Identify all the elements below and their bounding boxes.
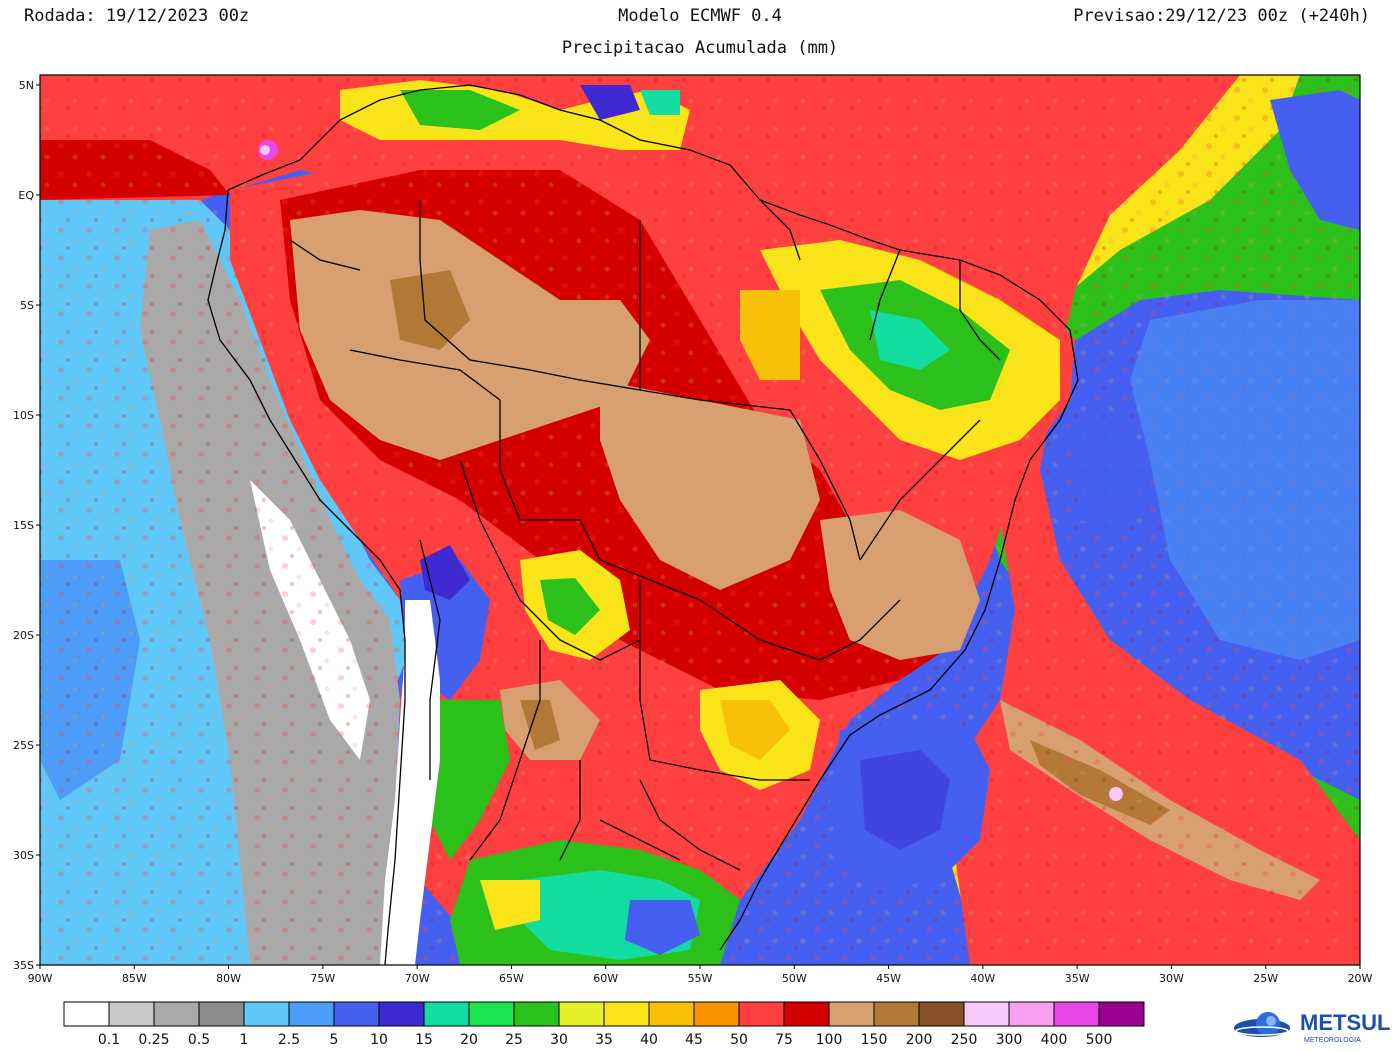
- lon-tick-label: 65W: [499, 972, 524, 985]
- lon-tick-label: 20W: [1348, 972, 1373, 985]
- lat-tick-label: 5S: [20, 299, 34, 312]
- lon-tick-label: 75W: [310, 972, 335, 985]
- legend-label: 200: [906, 1032, 933, 1048]
- legend-color-swatch: [63, 1001, 110, 1027]
- lat-tick-label: 15S: [13, 519, 34, 532]
- legend-color-swatch: [108, 1001, 155, 1027]
- legend-label: 500: [1086, 1032, 1113, 1048]
- forecast-label: Previsao:29/12/23 00z (+240h): [1073, 6, 1370, 26]
- lat-tick-label: 20S: [13, 629, 34, 642]
- longitude-axis: 90W 85W 80W 75W 70W 65W 60W 55W 50W 45W 40W 35W 30W 2…: [28, 965, 1373, 985]
- legend-label: 2.5: [278, 1032, 300, 1048]
- latitude-axis: 5N EQ 5S 10S 15S 20S 25S 30S 35S: [13, 79, 40, 972]
- legend-label: 25: [505, 1032, 523, 1048]
- lon-tick-label: 85W: [122, 972, 147, 985]
- legend-color-swatch: [333, 1001, 380, 1027]
- legend-label: 400: [1041, 1032, 1068, 1048]
- lon-tick-label: 60W: [593, 972, 618, 985]
- legend-label: 50: [730, 1032, 748, 1048]
- precip-legend: 0.1 0.25 0.5 1 2.5 5 10 15 20 25 30 35 40 45 50 75 100 15…: [63, 1001, 1145, 1048]
- legend-color-swatch: [1008, 1001, 1055, 1027]
- legend-label: 300: [996, 1032, 1023, 1048]
- legend-label: 5: [330, 1032, 339, 1048]
- legend-label: 150: [861, 1032, 888, 1048]
- legend-label: 0.1: [98, 1032, 120, 1048]
- lon-tick-label: 70W: [405, 972, 430, 985]
- legend-color-swatch: [423, 1001, 470, 1027]
- legend-color-swatch: [1098, 1001, 1145, 1027]
- map-subtitle: Precipitacao Acumulada (mm): [561, 38, 839, 58]
- legend-label: 0.5: [188, 1032, 210, 1048]
- lon-tick-label: 80W: [216, 972, 241, 985]
- metsul-logo: METSUL METEOROLOGIA: [1234, 1010, 1390, 1044]
- legend-label: 75: [775, 1032, 793, 1048]
- model-label: Modelo ECMWF 0.4: [618, 6, 782, 26]
- legend-color-swatch: [243, 1001, 290, 1027]
- legend-label: 10: [370, 1032, 388, 1048]
- legend-label: 35: [595, 1032, 613, 1048]
- legend-color-swatch: [468, 1001, 515, 1027]
- legend-label: 1: [240, 1032, 249, 1048]
- legend-color-swatch: [873, 1001, 920, 1027]
- legend-color-swatch: [963, 1001, 1010, 1027]
- lon-tick-label: 30W: [1159, 972, 1184, 985]
- legend-label: 15: [415, 1032, 433, 1048]
- borders: [207, 84, 1079, 965]
- legend-color-swatch: [738, 1001, 785, 1027]
- lon-tick-label: 50W: [782, 972, 807, 985]
- legend-color-swatch: [693, 1001, 740, 1027]
- lat-tick-label: 10S: [13, 409, 34, 422]
- legend-label: 250: [951, 1032, 978, 1048]
- legend-color-swatch: [828, 1001, 875, 1027]
- run-label: Rodada: 19/12/2023 00z: [24, 6, 250, 26]
- precip-fill: [40, 75, 1360, 965]
- legend-color-swatch: [198, 1001, 245, 1027]
- logo-tagline: METEOROLOGIA: [1304, 1037, 1361, 1044]
- precipitation-map: 5N EQ 5S 10S 15S 20S 25S 30S 35S 90W 85W 80W 75W 70W…: [13, 74, 1373, 985]
- lat-tick-label: EQ: [18, 189, 34, 202]
- legend-color-swatch: [513, 1001, 560, 1027]
- legend-color-swatch: [558, 1001, 605, 1027]
- lon-tick-label: 55W: [688, 972, 713, 985]
- legend-color-swatch: [378, 1001, 425, 1027]
- legend-color-swatch: [288, 1001, 335, 1027]
- lat-tick-label: 25S: [13, 739, 34, 752]
- lon-tick-label: 40W: [970, 972, 995, 985]
- lon-tick-label: 90W: [28, 972, 53, 985]
- legend-label: 40: [640, 1032, 658, 1048]
- legend-color-swatch: [648, 1001, 695, 1027]
- legend-color-swatch: [918, 1001, 965, 1027]
- logo-globe-icon: [1234, 1012, 1290, 1037]
- logo-name: METSUL: [1300, 1010, 1390, 1035]
- legend-color-swatch: [1053, 1001, 1100, 1027]
- legend-label: 45: [685, 1032, 703, 1048]
- legend-label: 100: [816, 1032, 843, 1048]
- legend-color-swatch: [153, 1001, 200, 1027]
- legend-color-swatch: [783, 1001, 830, 1027]
- legend-label: 30: [550, 1032, 568, 1048]
- lon-tick-label: 45W: [876, 972, 901, 985]
- legend-color-swatch: [603, 1001, 650, 1027]
- lon-tick-label: 35W: [1065, 972, 1090, 985]
- lat-tick-label: 35S: [13, 959, 34, 972]
- legend-label: 20: [460, 1032, 478, 1048]
- lon-tick-label: 25W: [1253, 972, 1278, 985]
- lat-tick-label: 5N: [19, 79, 34, 92]
- lat-tick-label: 30S: [13, 849, 34, 862]
- legend-label: 0.25: [138, 1032, 169, 1048]
